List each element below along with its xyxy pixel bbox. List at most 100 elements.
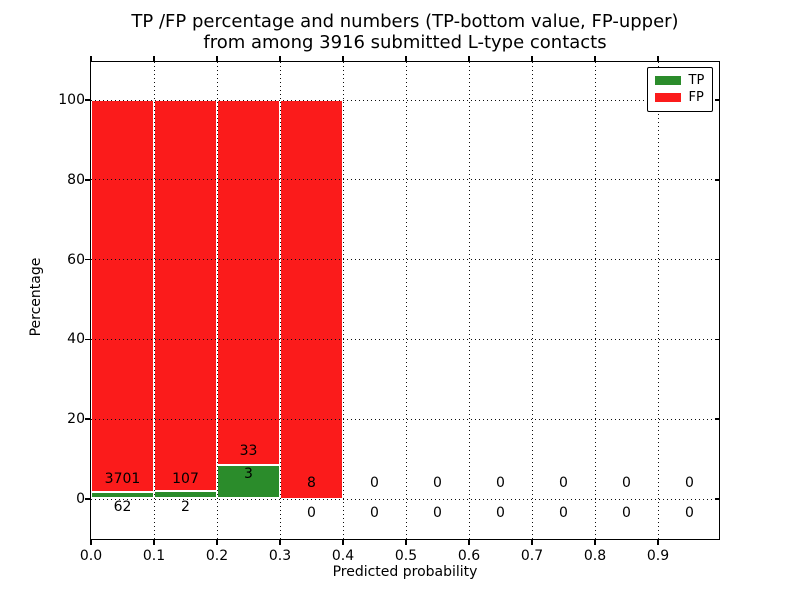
y-tick-label: 60 <box>67 251 85 268</box>
y-tick-mark-right <box>715 418 719 420</box>
x-tick-mark <box>405 540 407 545</box>
gridline-vertical <box>405 61 407 539</box>
x-tick-mark-top <box>594 55 596 61</box>
x-tick-mark <box>468 540 470 545</box>
x-tick-mark <box>279 540 281 545</box>
legend-item-label: TP <box>688 73 705 88</box>
x-tick-label: 0.7 <box>520 548 544 564</box>
y-tick-mark-right <box>715 338 719 341</box>
y-tick-mark-right <box>715 258 719 261</box>
tp-count-label: 2 <box>181 498 190 515</box>
legend-item: FP <box>648 91 712 104</box>
x-tick-label: 0.5 <box>394 548 418 564</box>
gridline-vertical <box>468 61 470 539</box>
gridline-vertical <box>531 61 533 539</box>
y-tick-mark <box>84 418 90 420</box>
x-tick-label: 0.4 <box>331 548 355 564</box>
fp-count-label: 0 <box>496 475 505 492</box>
y-tick-label: 80 <box>67 171 85 188</box>
gridline-vertical <box>216 61 218 539</box>
x-tick-mark <box>90 540 92 545</box>
x-tick-mark <box>657 540 659 545</box>
y-tick-mark-right <box>715 498 719 500</box>
y-axis-label: Percentage <box>28 257 44 337</box>
x-tick-mark-top <box>342 55 344 61</box>
legend: TP FP <box>646 66 713 112</box>
x-tick-label: 0.0 <box>79 548 103 564</box>
fp-count-label: 0 <box>685 475 694 492</box>
x-tick-mark <box>216 540 218 545</box>
gridline-horizontal <box>90 338 719 340</box>
x-tick-mark-top <box>90 55 92 61</box>
x-tick-mark <box>342 540 344 545</box>
x-tick-label: 0.6 <box>457 548 481 564</box>
y-tick-label: 20 <box>67 411 85 428</box>
y-tick-label: 0 <box>76 491 85 507</box>
x-tick-mark-top <box>153 55 155 61</box>
fp-bar-segment <box>279 99 343 499</box>
grid-layer <box>90 61 719 539</box>
x-tick-mark <box>153 540 155 545</box>
x-tick-mark-top <box>279 55 281 61</box>
y-tick-mark-right <box>715 179 719 181</box>
fp-bar-segment <box>153 99 217 492</box>
gridline-horizontal <box>90 418 719 420</box>
y-tick-label: 100 <box>58 92 85 108</box>
x-tick-label: 0.1 <box>142 548 166 564</box>
tp-legend-swatch <box>654 76 681 85</box>
fp-legend-swatch <box>654 93 681 102</box>
fp-count-label: 0 <box>622 475 631 492</box>
tp-count-label: 0 <box>496 504 505 521</box>
fp-count-label: 0 <box>370 475 379 492</box>
x-tick-mark-top <box>468 55 470 61</box>
chart-title-line2: from among 3916 submitted L-type contact… <box>203 32 607 53</box>
y-tick-label: 40 <box>67 331 85 348</box>
y-tick-mark <box>84 258 90 261</box>
legend-item-label: FP <box>688 90 704 105</box>
fp-count-label: 3701 <box>104 471 141 488</box>
tp-count-label: 0 <box>622 504 631 521</box>
tp-count-label: 0 <box>307 504 316 521</box>
x-tick-mark-top <box>405 55 407 61</box>
x-tick-label: 0.3 <box>268 548 292 564</box>
fp-count-label: 8 <box>307 475 316 492</box>
x-tick-mark <box>594 540 596 545</box>
gridline-horizontal <box>90 179 719 181</box>
gridline-vertical <box>594 61 596 539</box>
fp-count-label: 107 <box>172 471 199 488</box>
x-tick-mark-top <box>657 55 659 61</box>
tp-count-label: 0 <box>559 504 568 521</box>
tp-count-label: 62 <box>113 498 132 515</box>
tp-bar-segment <box>90 491 154 499</box>
fp-bar-segment <box>90 99 154 492</box>
x-axis-label: Predicted probability <box>332 564 478 580</box>
y-tick-mark <box>84 179 90 181</box>
gridline-horizontal <box>90 259 719 261</box>
gridline-vertical <box>153 61 155 539</box>
chart-title: TP /FP percentage and numbers (TP-bottom… <box>91 11 719 53</box>
gridline-horizontal <box>90 498 719 500</box>
y-tick-mark <box>84 338 90 341</box>
fp-count-label: 33 <box>239 443 258 460</box>
x-tick-label: 0.8 <box>583 548 607 564</box>
x-tick-mark-top <box>531 55 533 61</box>
chart-title-line1: TP /FP percentage and numbers (TP-bottom… <box>131 11 679 32</box>
gridline-horizontal <box>90 99 719 101</box>
tp-bar-segment <box>216 465 280 499</box>
tp-count-label: 0 <box>370 504 379 521</box>
y-tick-mark-right <box>715 99 719 101</box>
tp-count-label: 0 <box>433 504 442 521</box>
fp-count-label: 0 <box>559 475 568 492</box>
plot-area: TP FP <box>89 60 720 540</box>
y-tick-mark <box>84 99 90 101</box>
x-tick-mark <box>531 540 533 545</box>
tp-count-label: 3 <box>244 465 253 482</box>
fp-count-label: 0 <box>433 475 442 492</box>
y-tick-mark <box>84 498 90 500</box>
x-tick-label: 0.9 <box>646 548 670 564</box>
tp-count-label: 0 <box>685 504 694 521</box>
gridline-vertical <box>342 61 344 539</box>
